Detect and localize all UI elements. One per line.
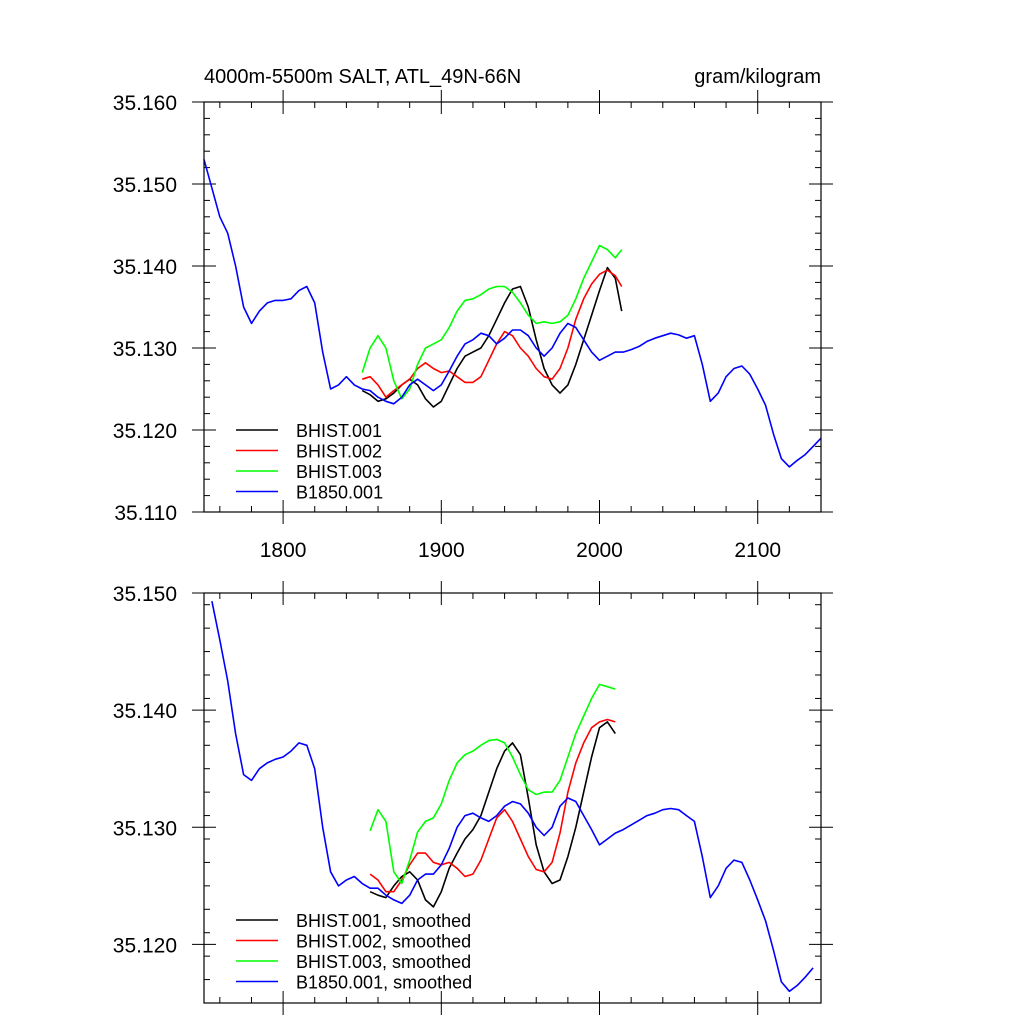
legend-label: BHIST.002, smoothed (296, 932, 471, 952)
legend-label: BHIST.003, smoothed (296, 952, 471, 972)
top-panel-frame (203, 101, 822, 513)
series-line-0 (369, 721, 616, 908)
legend-label: B1850.001, smoothed (296, 973, 472, 993)
y-tick-label: 35.120 (113, 934, 177, 957)
bottom-panel-frame (203, 592, 822, 1004)
top-panel-ticks: 1800 1900 2000 2100 35.110 35.120 35.130 35.140… (113, 90, 833, 562)
y-tick-label: 35.150 (113, 174, 177, 197)
chart-title: 4000m-5500m SALT, ATL_49N-66N (204, 66, 521, 88)
series-line-2 (361, 244, 623, 400)
x-tick-label: 1900 (418, 539, 465, 562)
series-line-2 (369, 683, 616, 885)
y-tick-label: 35.140 (113, 256, 177, 279)
legend-label: B1850.001 (296, 483, 383, 503)
units-label: gram/kilogram (694, 66, 821, 88)
series-line-3 (203, 159, 822, 468)
y-tick-label: 35.130 (113, 817, 177, 840)
y-tick-label: 35.110 (114, 502, 177, 525)
y-tick-label: 35.160 (113, 92, 177, 115)
bottom-panel: 35.120 35.130 35.140 35.150 BHIST.001, smoo… (113, 581, 833, 1015)
legend-label: BHIST.003 (296, 462, 382, 482)
legend-label: BHIST.002 (296, 442, 382, 462)
legend-label: BHIST.001, smoothed (296, 911, 471, 931)
x-tick-label: 2100 (734, 539, 781, 562)
top-panel: 4000m-5500m SALT, ATL_49N-66N gram/kilog… (113, 66, 833, 562)
x-tick-label: 1800 (260, 539, 307, 562)
y-tick-label: 35.130 (113, 338, 177, 361)
series-line-1 (369, 718, 616, 893)
bottom-panel-series (211, 601, 814, 993)
y-tick-label: 35.140 (113, 700, 177, 723)
series-line-3 (211, 601, 814, 993)
series-line-1 (361, 269, 623, 399)
y-tick-label: 35.150 (113, 583, 177, 606)
top-panel-series (203, 159, 822, 468)
x-tick-label: 2000 (576, 539, 623, 562)
y-tick-label: 35.120 (113, 420, 177, 443)
legend-label: BHIST.001 (296, 421, 382, 441)
